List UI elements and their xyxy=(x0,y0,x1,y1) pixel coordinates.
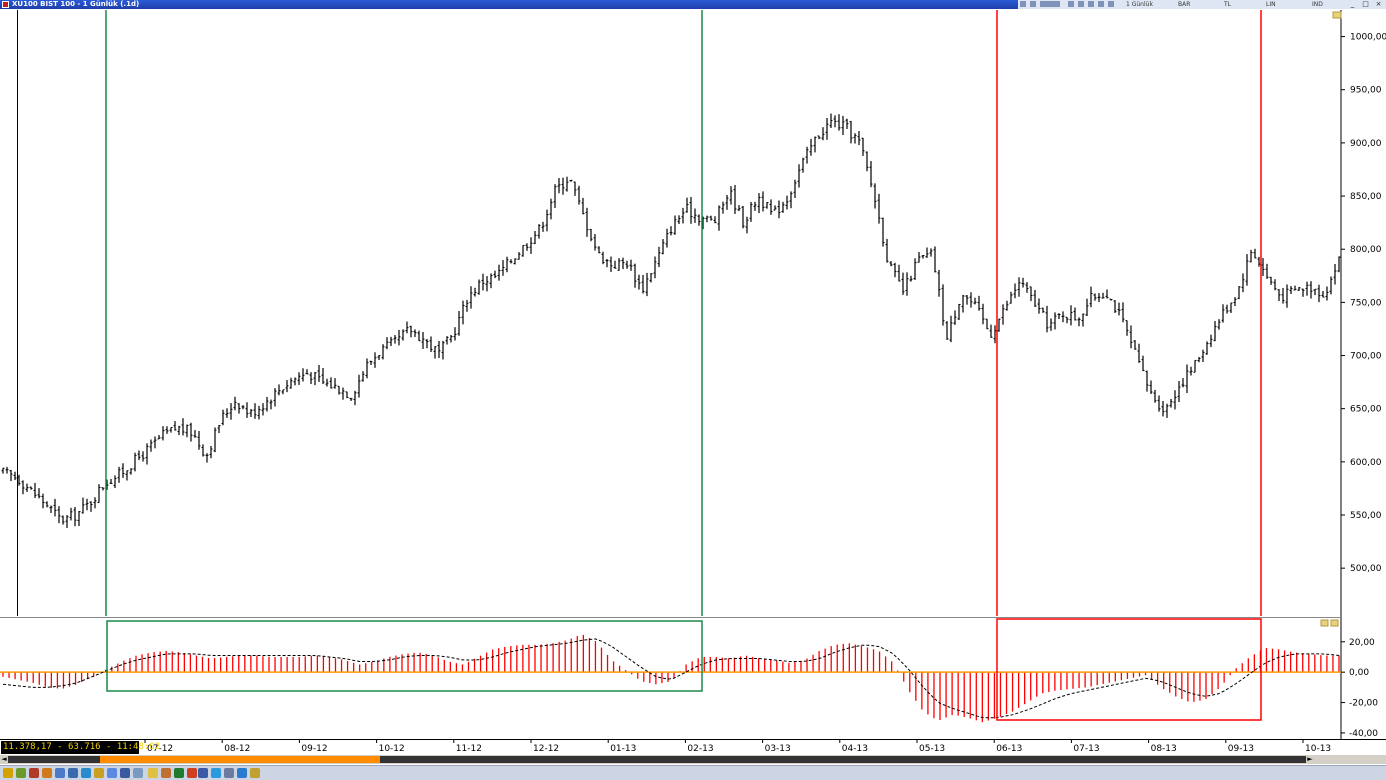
bottom-toolbar xyxy=(0,765,1386,780)
price-axis-label: 550,00 xyxy=(1350,511,1382,521)
price-axis-label: 750,00 xyxy=(1350,298,1382,308)
indicator-options-icon[interactable] xyxy=(1320,619,1329,627)
time-axis-label: 11-12 xyxy=(456,744,482,754)
scroll-thumb[interactable] xyxy=(100,756,380,763)
time-axis-label: 01-13 xyxy=(610,744,636,754)
list-icon[interactable] xyxy=(120,768,130,778)
alarm-icon[interactable] xyxy=(42,768,52,778)
home-icon[interactable] xyxy=(3,768,13,778)
price-axis-label: 600,00 xyxy=(1350,458,1382,468)
search-icon[interactable] xyxy=(55,768,65,778)
tools-icon[interactable] xyxy=(224,768,234,778)
price-axis-label: 800,00 xyxy=(1350,245,1382,255)
excel-icon[interactable] xyxy=(174,768,184,778)
zoom-icon[interactable] xyxy=(1098,1,1104,7)
indicator-axis-label: -20,00 xyxy=(1349,699,1378,709)
refresh-icon[interactable] xyxy=(68,768,78,778)
time-axis-label: 12-12 xyxy=(533,744,559,754)
link-icon[interactable] xyxy=(1030,1,1036,7)
price-axis-label: 700,00 xyxy=(1350,352,1382,362)
window-title: XU100 BIST 100 - 1 Günlük (.1d) xyxy=(12,0,140,8)
indicator-axis-label: -40,00 xyxy=(1349,729,1378,739)
title-bar: XU100 BIST 100 - 1 Günlük (.1d) 1 Günlük… xyxy=(0,0,1386,9)
time-axis-label: 07-13 xyxy=(1073,744,1099,754)
chart-settings-icon[interactable] xyxy=(1020,1,1026,7)
news-icon[interactable] xyxy=(29,768,39,778)
symbol-box[interactable] xyxy=(1040,1,1060,7)
period-icon[interactable] xyxy=(1068,1,1074,7)
horizontal-scrollbar[interactable]: ◄ ► xyxy=(0,755,1386,764)
time-axis-label: 09-12 xyxy=(301,744,327,754)
time-axis-label: 10-12 xyxy=(379,744,405,754)
note-icon[interactable] xyxy=(148,768,158,778)
price-axis-label: 1000,00 xyxy=(1350,33,1386,43)
camera-icon[interactable] xyxy=(81,768,91,778)
app-icon xyxy=(2,1,9,8)
close-button[interactable]: × xyxy=(1375,0,1382,8)
price-axis-label: 850,00 xyxy=(1350,192,1382,202)
pane-options-icon[interactable] xyxy=(1332,11,1342,19)
time-axis-label: 02-13 xyxy=(687,744,713,754)
period-selector[interactable]: 1 Günlük xyxy=(1126,1,1153,8)
pencil-icon[interactable] xyxy=(1088,1,1094,7)
time-axis-label: 08-13 xyxy=(1151,744,1177,754)
price-axis-label: 900,00 xyxy=(1350,139,1382,149)
scroll-right-arrow[interactable]: ► xyxy=(1307,755,1313,763)
time-axis-label: 03-13 xyxy=(765,744,791,754)
scroll-left-arrow[interactable]: ◄ xyxy=(1,755,7,763)
signal-line xyxy=(2,638,1340,719)
layout-icon[interactable] xyxy=(1108,1,1114,7)
calendar-icon[interactable] xyxy=(161,768,171,778)
bar-type-selector[interactable]: BAR xyxy=(1178,1,1191,8)
minimize-button[interactable]: _ xyxy=(1350,0,1355,8)
draw-icon[interactable] xyxy=(1078,1,1084,7)
indicator-axis-label: 0,00 xyxy=(1349,668,1369,678)
bear-highlight-box xyxy=(996,618,1262,721)
price-axis-label: 500,00 xyxy=(1350,564,1382,574)
twitter-icon[interactable] xyxy=(211,768,221,778)
time-axis-label: 10-13 xyxy=(1305,744,1331,754)
status-readout: 11.378,17 - 63.716 - 11:48:02 xyxy=(1,741,161,754)
maximize-button[interactable]: □ xyxy=(1362,0,1369,8)
currency-selector[interactable]: TL xyxy=(1224,1,1232,8)
time-axis-label: 05-13 xyxy=(919,744,945,754)
indicator-close-icon[interactable] xyxy=(1330,619,1339,627)
price-axis-label: 650,00 xyxy=(1350,405,1382,415)
time-axis-label: 04-13 xyxy=(842,744,868,754)
help-icon[interactable] xyxy=(237,768,247,778)
indicator-selector[interactable]: IND xyxy=(1312,1,1323,8)
time-axis-label: 07-12 xyxy=(147,744,173,754)
settings-icon[interactable] xyxy=(250,768,260,778)
price-axis-label: 950,00 xyxy=(1350,86,1382,96)
print-icon[interactable] xyxy=(133,768,143,778)
portfolio-icon[interactable] xyxy=(107,768,117,778)
scroll-track[interactable] xyxy=(8,756,1306,763)
scale-selector[interactable]: LIN xyxy=(1266,1,1276,8)
chart-icon[interactable] xyxy=(16,768,26,778)
chart-area[interactable]: 1000,00 950,00 900,00 850,00 800,00 750,00 700… xyxy=(0,0,1386,755)
folder-icon[interactable] xyxy=(94,768,104,778)
share-icon[interactable] xyxy=(187,768,197,778)
time-axis-label: 06-13 xyxy=(996,744,1022,754)
indicator-axis-label: 20,00 xyxy=(1349,638,1375,648)
facebook-icon[interactable] xyxy=(198,768,208,778)
bull-highlight-box xyxy=(106,620,703,692)
chart-toolbar: 1 Günlük BAR TL LIN IND _ □ × xyxy=(1018,0,1386,9)
time-axis-label: 08-12 xyxy=(224,744,250,754)
time-axis-label: 09-13 xyxy=(1228,744,1254,754)
